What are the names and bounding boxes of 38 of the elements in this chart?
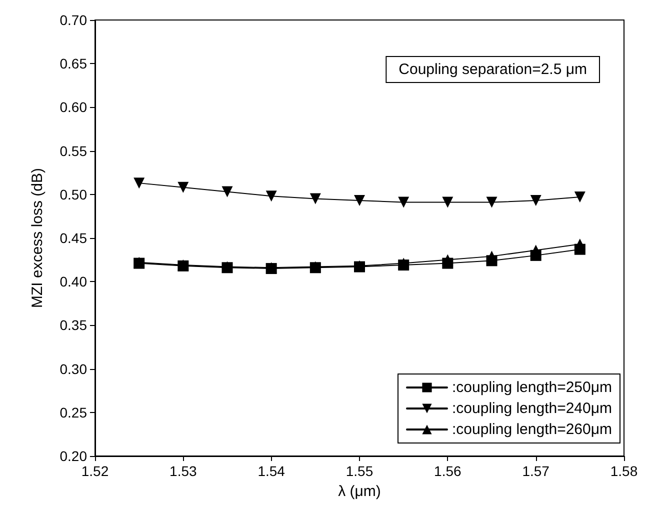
annotation: Coupling separation=2.5 μm: [398, 61, 587, 78]
point: [178, 182, 189, 193]
point: [398, 196, 410, 208]
x-axis-title: λ (μm): [338, 483, 381, 500]
point: [442, 196, 454, 208]
point: [486, 196, 498, 208]
y-tick-label: 0.30: [60, 360, 88, 377]
point: [442, 254, 454, 266]
y-tick-label: 0.25: [60, 404, 88, 420]
y-tick-label: 0.65: [60, 56, 88, 72]
y-tick-label: 0.50: [60, 186, 88, 202]
y-axis-title: MZI excess loss (dB): [29, 168, 46, 308]
y-tick-label: 0.60: [60, 99, 88, 116]
x-tick-label: 1.56: [434, 463, 462, 479]
y-tick-label: 0.35: [60, 317, 88, 334]
point: [530, 195, 542, 206]
y-tick-label: 0.45: [60, 230, 88, 246]
legend-label: :coupling length=250μm: [452, 379, 612, 396]
y-tick-label: 0.20: [60, 448, 88, 464]
point: [222, 186, 233, 198]
x-tick-label: 1.54: [258, 463, 286, 479]
point: [354, 195, 365, 206]
x-tick-label: 1.58: [610, 463, 638, 479]
point: [310, 193, 321, 204]
legend-label: :coupling length=240μm: [452, 400, 612, 417]
x-tick-label: 1.53: [170, 463, 198, 479]
y-tick-label: 0.55: [60, 142, 88, 159]
point: [530, 244, 542, 256]
y-tick-label: 0.40: [60, 274, 88, 290]
x-tick-label: 1.55: [346, 463, 374, 479]
point: [486, 250, 498, 262]
point: [266, 190, 277, 202]
y-tick-label: 0.70: [60, 12, 88, 28]
point: [134, 178, 145, 189]
point: [574, 192, 586, 203]
x-tick-label: 1.57: [522, 463, 550, 479]
legend-label: :coupling length=260μm: [452, 421, 612, 438]
x-tick-label: 1.52: [81, 463, 109, 479]
